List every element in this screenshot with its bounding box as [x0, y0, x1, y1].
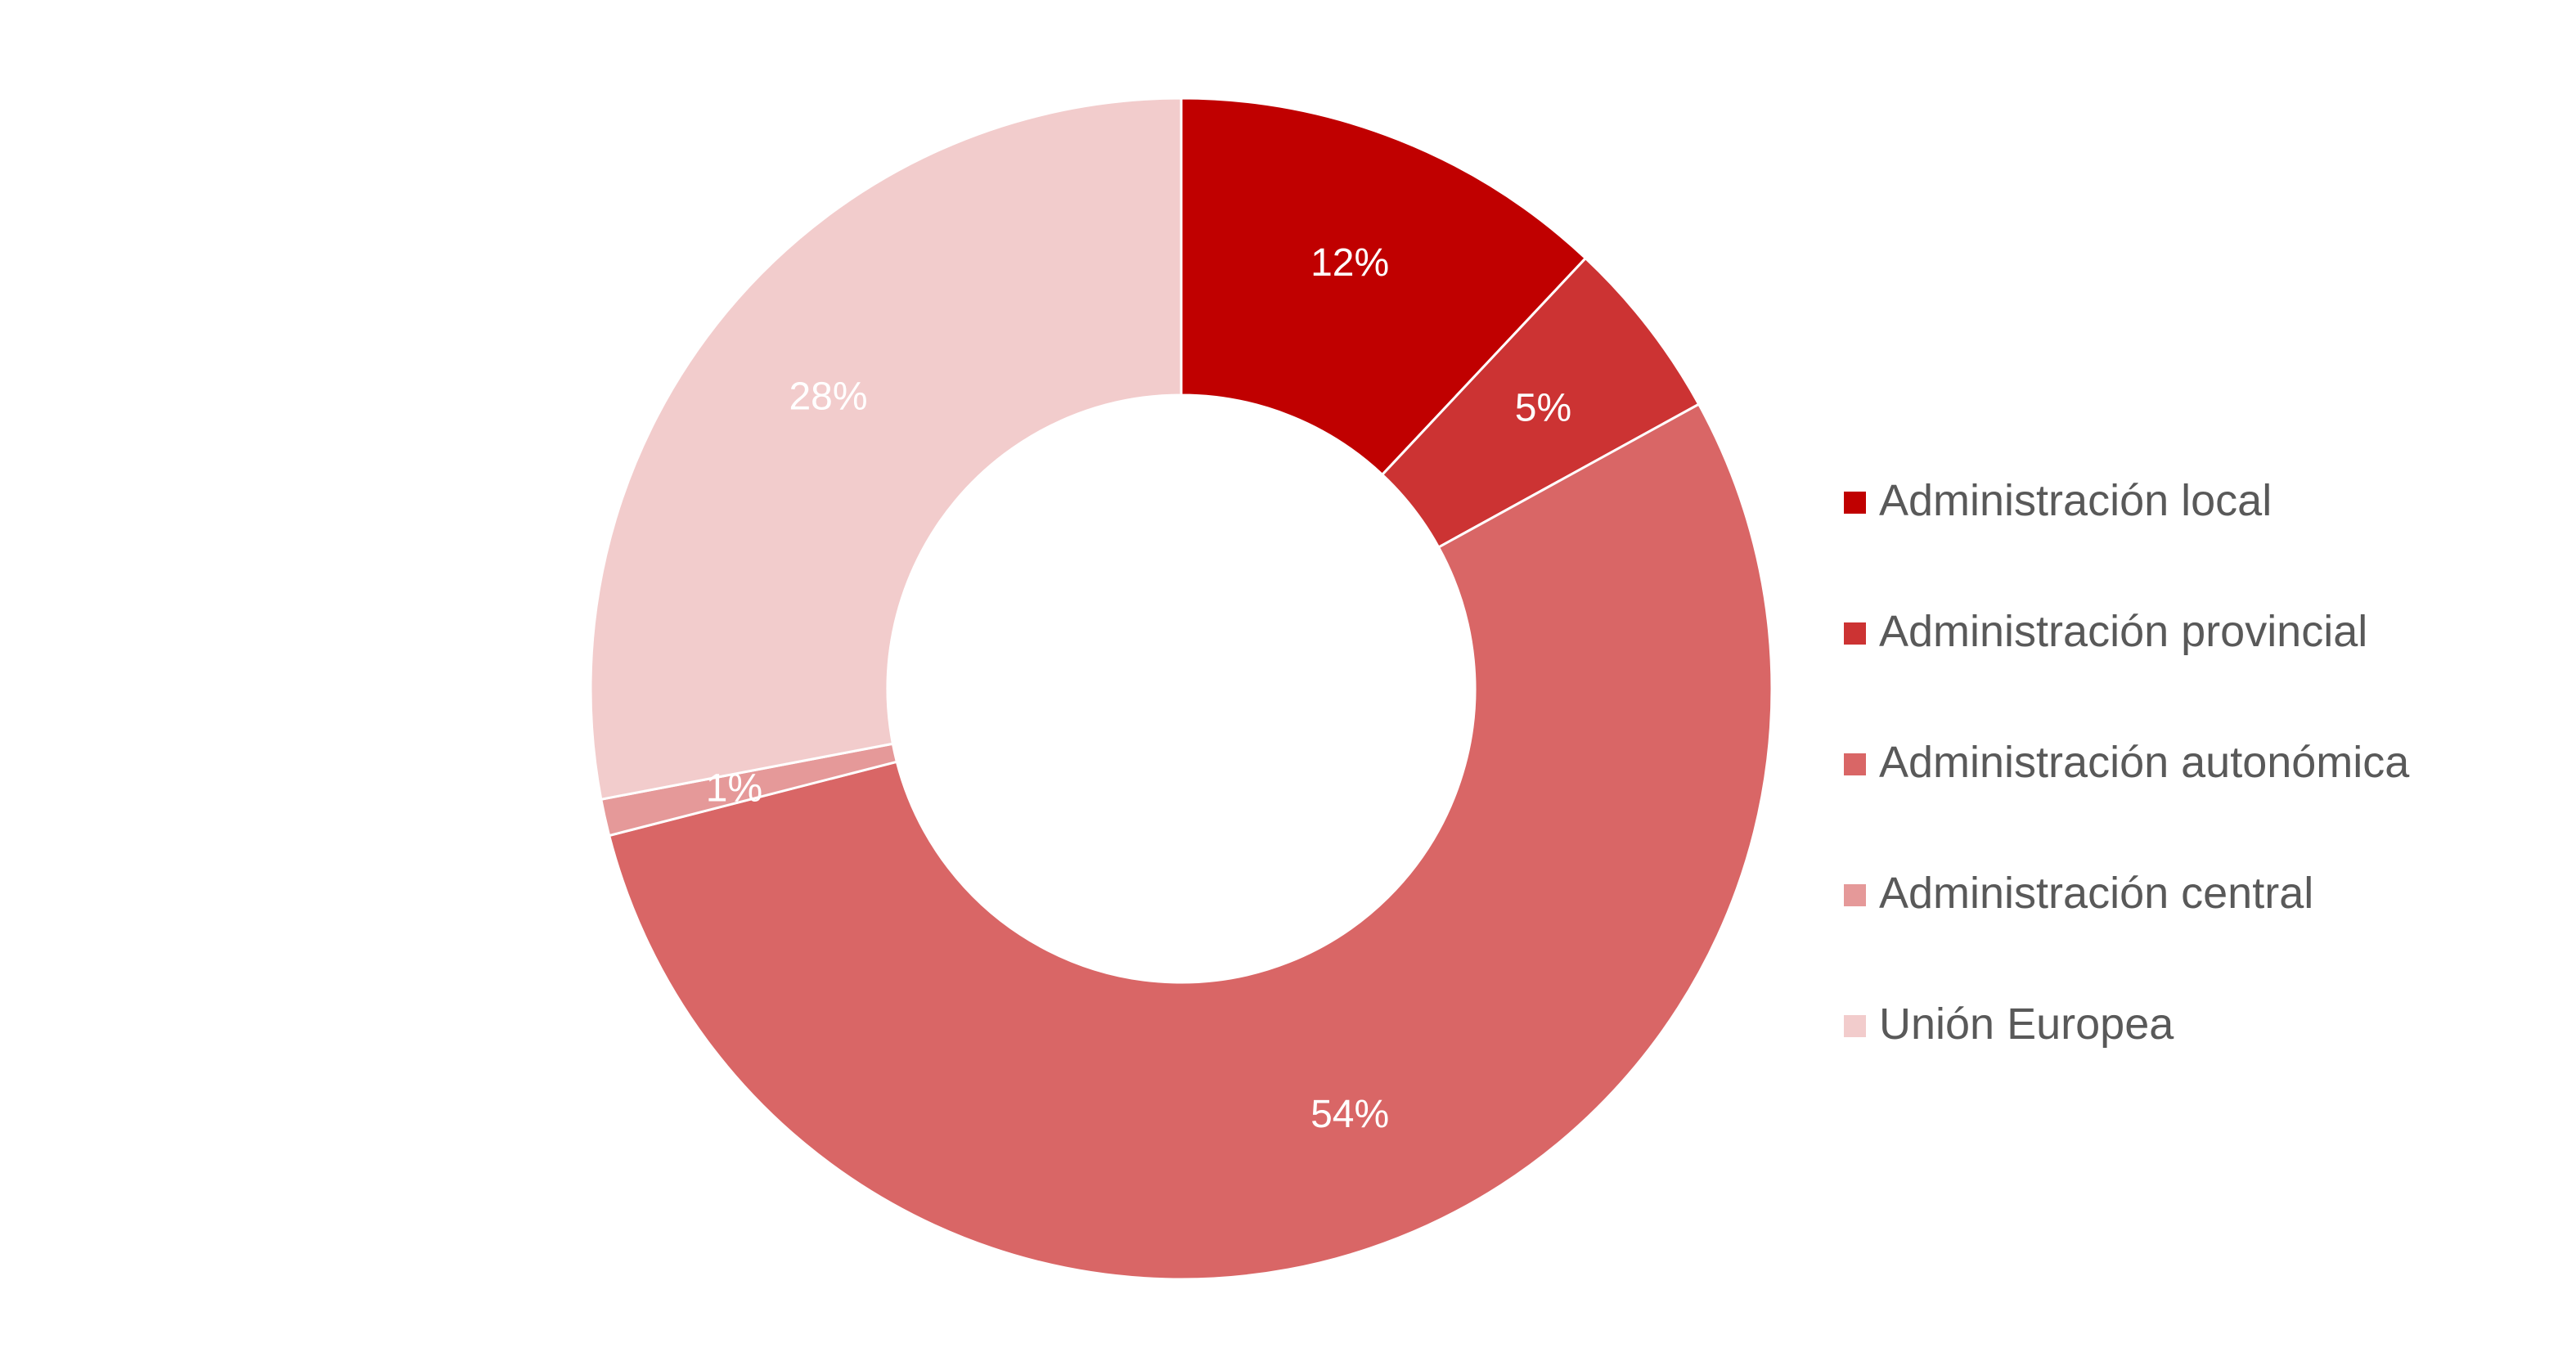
data-label-administracion-local: 12% [1310, 241, 1389, 285]
data-label-administracion-provincial: 5% [1515, 386, 1571, 429]
legend-item-union-europea: Unión Europea [1844, 959, 2547, 1090]
data-label-administracion-central: 1% [706, 767, 762, 811]
slice-administracion-local [1180, 97, 1588, 477]
legend-label: Unión Europea [1879, 1000, 2174, 1049]
legend-swatch [1844, 883, 1866, 906]
legend-item-administracion-autonomica: Administración autonómica [1844, 697, 2547, 828]
legend-swatch [1844, 491, 1866, 514]
legend-label: Administración central [1879, 869, 2314, 918]
legend-swatch [1844, 1014, 1866, 1037]
donut-data-labels: 12% 5% 54% 1% 28% [706, 241, 1571, 1136]
legend-item-administracion-local: Administración local [1844, 435, 2547, 566]
data-label-administracion-autonomica: 54% [1310, 1093, 1389, 1136]
legend-label: Administración local [1879, 476, 2273, 525]
legend-swatch [1844, 622, 1866, 645]
slice-administracion-autonomica [607, 402, 1774, 1281]
legend-item-administracion-provincial: Administración provincial [1844, 566, 2547, 697]
chart-legend: Administración local Administración provi… [1844, 435, 2547, 1090]
legend-swatch [1844, 753, 1866, 775]
donut-slices [589, 97, 1774, 1281]
slice-union-europea [589, 97, 1183, 802]
legend-label: Administración provincial [1879, 607, 2368, 656]
data-label-union-europea: 28% [789, 375, 867, 419]
legend-item-administracion-central: Administración central [1844, 828, 2547, 959]
legend-label: Administración autonómica [1879, 738, 2410, 787]
